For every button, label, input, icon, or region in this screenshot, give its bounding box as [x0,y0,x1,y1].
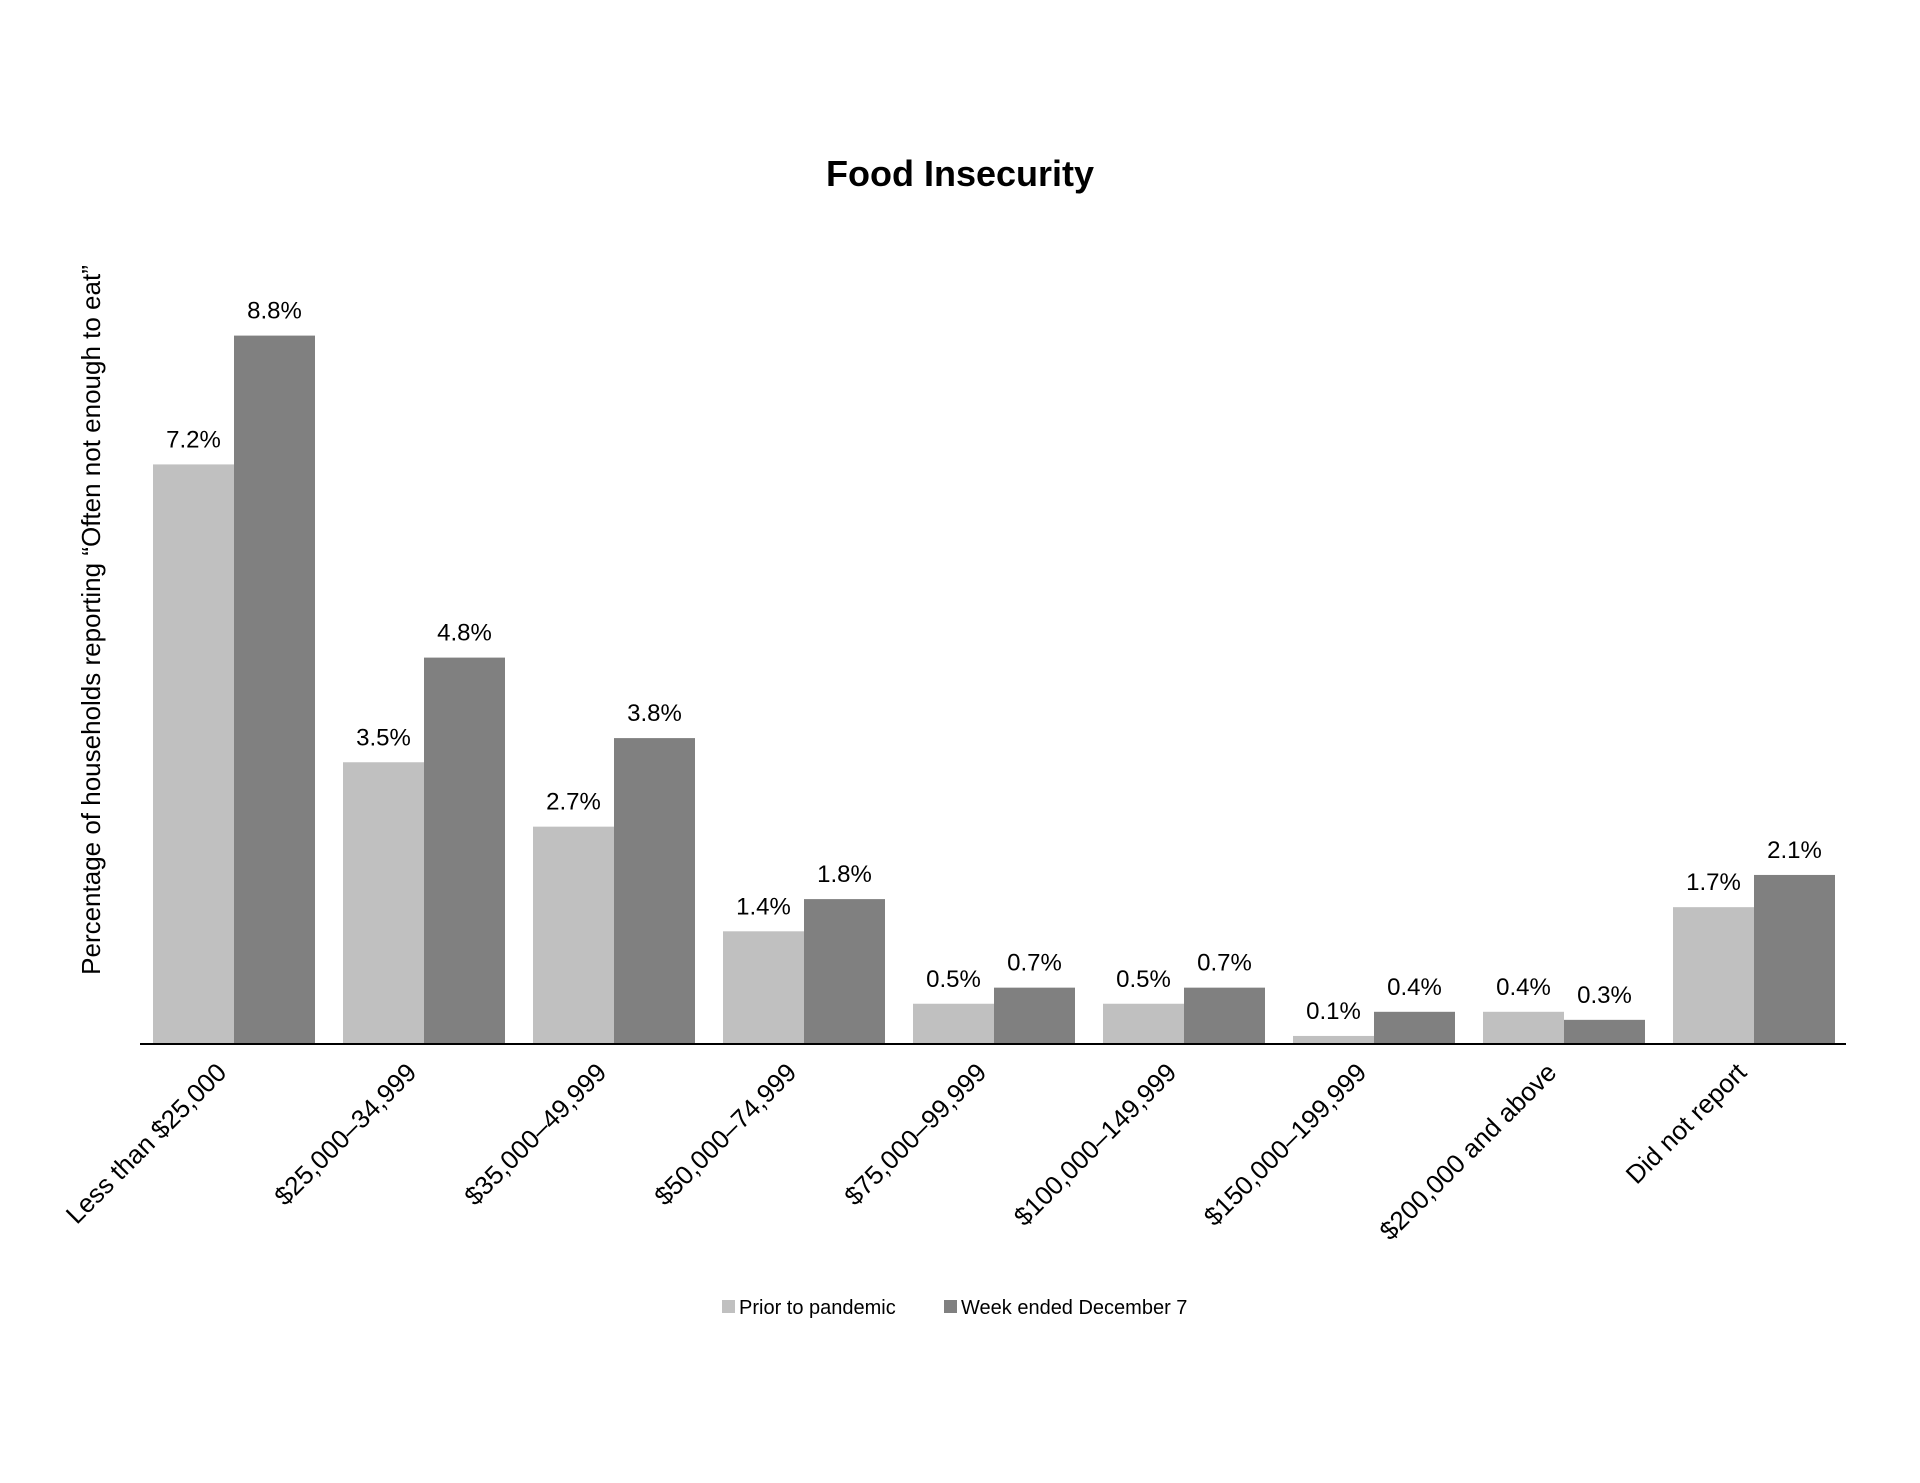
data-label-week-ended-december-7-35-000-49-999: 3.8% [627,700,682,727]
x-tick-label-less-than-25-000: Less than $25,000 [60,1057,233,1230]
legend-swatch-prior-to-pandemic [722,1300,735,1313]
data-label-prior-to-pandemic-200-000-and-above: 0.4% [1496,974,1551,1001]
data-labels-layer: 7.2% 8.8% 3.5% 4.8% 2.7% 3.8% 1.4% 1.8% 0.5% 0.7%… [166,298,1822,1025]
data-label-week-ended-december-7-did-not-report: 2.1% [1767,837,1822,864]
bar-prior-to-pandemic-200-000-and-above [1483,1011,1564,1044]
x-tick-label-75-000-99-999: $75,000–99,999 [838,1057,992,1211]
bar-week-ended-december-7-100-000-149-999 [1184,987,1265,1044]
bar-prior-to-pandemic-150-000-199-999 [1293,1035,1374,1044]
x-tick-label-100-000-149-999: $100,000–149,999 [1008,1057,1183,1232]
x-tick-label-25-000-34-999: $25,000–34,999 [268,1057,422,1211]
bar-week-ended-december-7-35-000-49-999 [614,738,695,1044]
data-label-prior-to-pandemic-less-than-25-000: 7.2% [166,426,221,453]
bar-prior-to-pandemic-less-than-25-000 [153,464,234,1044]
legend-label-week-ended-december-7: Week ended December 7 [961,1297,1187,1319]
data-label-prior-to-pandemic-100-000-149-999: 0.5% [1116,966,1171,993]
data-label-prior-to-pandemic-150-000-199-999: 0.1% [1306,998,1361,1025]
bar-week-ended-december-7-25-000-34-999 [424,657,505,1044]
bar-week-ended-december-7-50-000-74-999 [804,899,885,1044]
bar-prior-to-pandemic-100-000-149-999 [1103,1003,1184,1044]
y-axis-label: Percentage of households reporting “Ofte… [76,265,106,975]
data-label-week-ended-december-7-less-than-25-000: 8.8% [247,298,302,325]
x-tick-label-150-000-199-999: $150,000–199,999 [1198,1057,1373,1232]
data-label-prior-to-pandemic-25-000-34-999: 3.5% [356,724,411,751]
data-label-week-ended-december-7-150-000-199-999: 0.4% [1387,974,1442,1001]
data-label-prior-to-pandemic-75-000-99-999: 0.5% [926,966,981,993]
data-label-prior-to-pandemic-did-not-report: 1.7% [1686,869,1741,896]
bar-week-ended-december-7-did-not-report [1754,874,1835,1044]
bar-prior-to-pandemic-50-000-74-999 [723,931,804,1044]
data-label-week-ended-december-7-50-000-74-999: 1.8% [817,861,872,888]
bar-prior-to-pandemic-35-000-49-999 [533,826,614,1044]
x-tick-label-50-000-74-999: $50,000–74,999 [648,1057,802,1211]
legend-label-prior-to-pandemic: Prior to pandemic [739,1297,896,1319]
data-label-week-ended-december-7-100-000-149-999: 0.7% [1197,950,1252,977]
chart-title: Food Insecurity [826,153,1094,194]
bar-week-ended-december-7-150-000-199-999 [1374,1011,1455,1044]
data-label-week-ended-december-7-200-000-and-above: 0.3% [1577,982,1632,1009]
bar-prior-to-pandemic-25-000-34-999 [343,762,424,1044]
bar-week-ended-december-7-200-000-and-above [1564,1019,1645,1044]
bar-prior-to-pandemic-75-000-99-999 [913,1003,994,1044]
x-tick-label-did-not-report: Did not report [1620,1056,1753,1189]
bars-layer [153,335,1835,1045]
x-tick-label-200-000-and-above: $200,000 and above [1373,1057,1562,1246]
legend: Prior to pandemic Week ended December 7 [722,1297,1187,1319]
data-label-prior-to-pandemic-35-000-49-999: 2.7% [546,789,601,816]
data-label-week-ended-december-7-75-000-99-999: 0.7% [1007,950,1062,977]
bar-prior-to-pandemic-did-not-report [1673,907,1754,1044]
bar-week-ended-december-7-less-than-25-000 [234,335,315,1045]
bar-week-ended-december-7-75-000-99-999 [994,987,1075,1044]
data-label-week-ended-december-7-25-000-34-999: 4.8% [437,620,492,647]
x-tick-label-35-000-49-999: $35,000–49,999 [458,1057,612,1211]
legend-swatch-week-ended-december-7 [944,1300,957,1313]
category-labels-layer: Less than $25,000 $25,000–34,999 $35,000–4… [60,1056,1753,1245]
data-label-prior-to-pandemic-50-000-74-999: 1.4% [736,893,791,920]
